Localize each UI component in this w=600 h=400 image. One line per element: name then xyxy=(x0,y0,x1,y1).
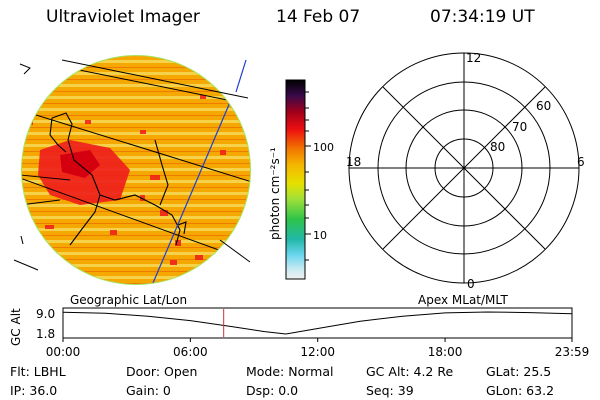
mlt-label-18: 18 xyxy=(346,155,361,169)
door-status: Door: Open xyxy=(126,364,198,379)
gc-alt-status: GC Alt: 4.2 Re xyxy=(366,364,454,379)
mlat-label-80: 80 xyxy=(490,140,505,154)
xtick-label: 18:00 xyxy=(428,345,463,359)
glon-status: GLon: 63.2 xyxy=(486,383,555,398)
xtick-label: 23:59 xyxy=(555,345,590,359)
glat-status: GLat: 25.5 xyxy=(486,364,552,379)
colorbar-unit-label: photon cm⁻²s⁻¹ xyxy=(268,147,282,240)
ip-status: IP: 36.0 xyxy=(10,383,58,398)
xtick-label: 12:00 xyxy=(300,345,335,359)
mlt-label-12: 12 xyxy=(466,51,481,65)
mlat-label-70: 70 xyxy=(512,120,527,134)
xtick-label: 00:00 xyxy=(46,345,81,359)
mlt-label-6: 6 xyxy=(577,155,585,169)
time-label: 07:34:19 UT xyxy=(430,7,535,27)
colorbar-tick-10: 10 xyxy=(313,229,327,242)
filter-status: Flt: LBHL xyxy=(10,364,66,379)
seq-status: Seq: 39 xyxy=(366,383,414,398)
uv-disk xyxy=(13,55,251,285)
date-label: 14 Feb 07 xyxy=(276,7,361,27)
dsp-status: Dsp: 0.0 xyxy=(246,383,299,398)
timeline-left-title: Geographic Lat/Lon xyxy=(70,293,187,307)
timeline-ylabel: GC Alt xyxy=(9,308,23,346)
orbit-altitude-line xyxy=(62,311,573,335)
colorbar-tick-100: 100 xyxy=(313,141,334,154)
ytick-bottom: 1.8 xyxy=(36,327,55,341)
orbit-timeline: Geographic Lat/Lon Apex MLat/MLT GC Alt … xyxy=(9,293,589,359)
xtick-label: 06:00 xyxy=(173,345,208,359)
mlt-label-0: 0 xyxy=(467,277,475,291)
ytick-top: 9.0 xyxy=(36,307,55,321)
mode-status: Mode: Normal xyxy=(246,364,334,379)
gain-status: Gain: 0 xyxy=(126,383,171,398)
mlat-label-60: 60 xyxy=(536,99,551,113)
timeline-right-title: Apex MLat/MLT xyxy=(418,293,508,307)
polar-plot xyxy=(348,52,580,284)
colorbar: 100 10 photon cm⁻²s⁻¹ xyxy=(268,79,334,280)
app-title: Ultraviolet Imager xyxy=(46,7,200,27)
